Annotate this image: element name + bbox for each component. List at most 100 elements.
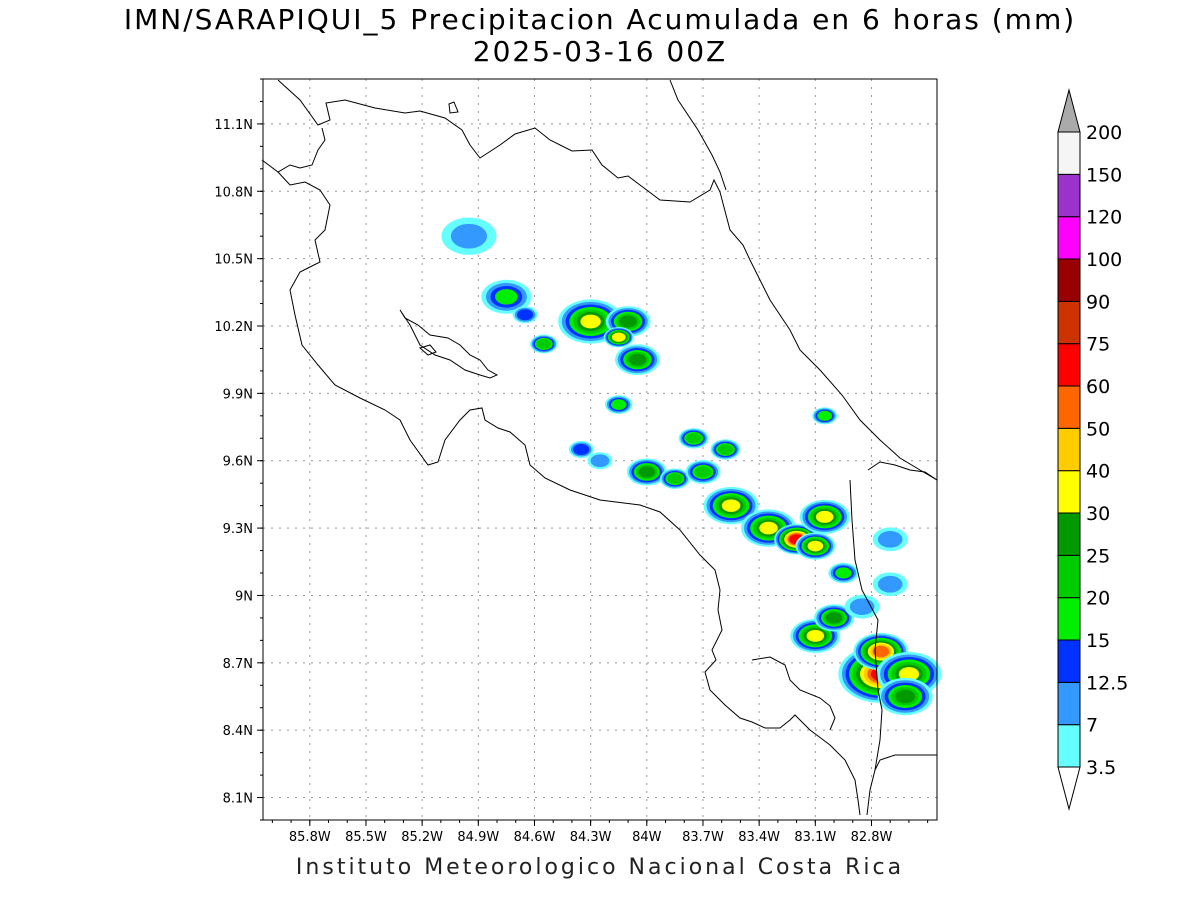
colorbar-label: 25 bbox=[1086, 545, 1110, 567]
map-frame bbox=[262, 78, 938, 821]
footer-credit: Instituto Meteorologico Nacional Costa R… bbox=[295, 855, 905, 880]
lon-tick-label: 84.9W bbox=[457, 830, 499, 845]
rain-contour bbox=[450, 223, 488, 249]
rain-cell bbox=[626, 458, 667, 486]
rain-cell bbox=[530, 334, 558, 354]
colorbar-bin bbox=[1057, 131, 1081, 175]
map-date: 2025-03-16 00Z bbox=[472, 35, 728, 68]
rain-contour bbox=[872, 645, 890, 658]
lon-tick-label: 85.8W bbox=[289, 830, 331, 845]
colorbar-bin bbox=[1057, 173, 1081, 218]
rain-contour bbox=[807, 540, 824, 552]
rain-cell bbox=[685, 460, 721, 484]
lat-tick-label: 9.6N bbox=[223, 455, 253, 470]
rain-cell bbox=[614, 344, 660, 375]
colorbar-label: 3.5 bbox=[1086, 757, 1116, 779]
lat-tick-label: 8.1N bbox=[223, 792, 253, 807]
colorbar-label: 30 bbox=[1086, 503, 1110, 525]
rain-cell bbox=[603, 327, 634, 348]
colorbar-label: 12.5 bbox=[1086, 672, 1128, 694]
colorbar-label: 50 bbox=[1086, 418, 1110, 440]
rain-contour bbox=[835, 567, 852, 579]
lat-tick-label: 9N bbox=[235, 589, 253, 604]
lat-tick-label: 11.1N bbox=[214, 118, 253, 133]
rain-cell bbox=[604, 395, 633, 414]
lat-tick-label: 8.7N bbox=[223, 657, 253, 672]
rain-cell bbox=[568, 441, 594, 458]
lon-tick-label: 85.2W bbox=[401, 830, 443, 845]
precipitation-field bbox=[441, 217, 942, 716]
colorbar-bin bbox=[1057, 512, 1081, 556]
colorbar-label: 60 bbox=[1086, 376, 1110, 398]
rain-cell bbox=[795, 532, 836, 560]
rain-contour bbox=[580, 314, 601, 329]
lat-tick-label: 10.5N bbox=[214, 253, 253, 268]
colorbar-bin bbox=[1057, 427, 1081, 472]
rain-cell bbox=[872, 527, 908, 552]
colorbar-label: 120 bbox=[1086, 207, 1122, 229]
rain-contour bbox=[638, 466, 656, 478]
rain-contour bbox=[590, 454, 610, 468]
lat-tick-label: 9.9N bbox=[223, 387, 253, 402]
rain-cell bbox=[812, 407, 838, 425]
colorbar-bin bbox=[1057, 343, 1081, 387]
rain-contour bbox=[611, 332, 626, 342]
colorbar-label: 7 bbox=[1086, 715, 1098, 737]
map-grid bbox=[263, 79, 937, 820]
rain-contour bbox=[536, 339, 552, 349]
colorbar: 3.5 7 12.5 15 20 25 30 40 50 60 75 90 100 120 150 200 bbox=[1057, 88, 1128, 811]
rain-contour bbox=[628, 353, 647, 366]
lat-tick-label: 8.4N bbox=[223, 724, 253, 739]
colorbar-under-arrow bbox=[1057, 766, 1081, 811]
colorbar-label: 90 bbox=[1086, 291, 1110, 313]
colorbar-bin bbox=[1057, 470, 1081, 514]
colorbar-bin bbox=[1057, 597, 1081, 641]
rain-cell bbox=[512, 306, 538, 324]
rain-contour bbox=[610, 399, 627, 410]
rain-contour bbox=[877, 575, 903, 593]
rain-contour bbox=[895, 689, 916, 704]
lon-tick-label: 83.7W bbox=[682, 830, 724, 845]
rain-cell bbox=[441, 217, 497, 255]
lon-tick-label: 85.5W bbox=[345, 830, 387, 845]
rain-contour bbox=[721, 499, 741, 512]
colorbar-bin bbox=[1057, 385, 1081, 429]
rain-contour bbox=[817, 410, 833, 421]
lon-tick-label: 83.4W bbox=[738, 830, 780, 845]
lon-tick-label: 84W bbox=[632, 830, 662, 845]
rain-cell bbox=[678, 428, 709, 449]
rain-cell bbox=[481, 279, 532, 314]
lon-tick-label: 82.8W bbox=[851, 830, 893, 845]
rain-contour bbox=[877, 530, 903, 548]
colorbar-label: 20 bbox=[1086, 588, 1110, 610]
rain-cell bbox=[703, 486, 759, 525]
rain-contour bbox=[694, 466, 712, 478]
colorbar-bin bbox=[1057, 258, 1081, 302]
rain-contour bbox=[806, 629, 825, 642]
lat-tick-label: 9.3N bbox=[223, 522, 253, 537]
rain-contour bbox=[825, 612, 843, 624]
rain-contour bbox=[517, 309, 534, 321]
colorbar-bin bbox=[1057, 554, 1081, 599]
rain-contour bbox=[667, 473, 683, 484]
colorbar-label: 150 bbox=[1086, 164, 1122, 186]
coastline bbox=[261, 79, 938, 816]
colorbar-label: 200 bbox=[1086, 122, 1122, 144]
rain-contour bbox=[815, 510, 834, 523]
rain-cell bbox=[872, 572, 908, 597]
lon-tick-label: 83.1W bbox=[794, 830, 836, 845]
colorbar-label: 15 bbox=[1086, 630, 1110, 652]
rain-cell bbox=[828, 562, 859, 584]
rain-cell bbox=[587, 452, 613, 470]
colorbar-label: 100 bbox=[1086, 249, 1122, 271]
colorbar-label: 40 bbox=[1086, 461, 1110, 483]
rain-contour bbox=[619, 315, 637, 328]
colorbar-bin bbox=[1057, 300, 1081, 345]
rain-cell bbox=[877, 677, 933, 716]
colorbar-bin bbox=[1057, 639, 1081, 683]
rain-contour bbox=[573, 444, 590, 455]
map-axes: 85.8W 85.5W 85.2W 84.9W 84.6W 84.3W 84W 83.7W 83… bbox=[214, 78, 929, 845]
colorbar-bin bbox=[1057, 724, 1081, 768]
rain-contour bbox=[759, 521, 778, 535]
